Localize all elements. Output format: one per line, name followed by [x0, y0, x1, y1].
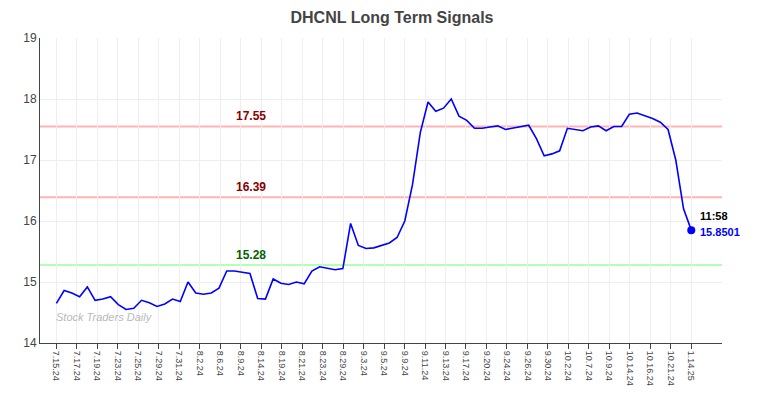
svg-text:17.55: 17.55 [236, 109, 266, 123]
svg-text:9.20.24: 9.20.24 [482, 351, 492, 381]
svg-text:8.29.24: 8.29.24 [338, 351, 348, 381]
svg-text:9.17.24: 9.17.24 [461, 351, 471, 381]
svg-text:7.29.24: 7.29.24 [154, 351, 164, 381]
svg-text:7.23.24: 7.23.24 [113, 351, 123, 381]
svg-text:9.3.24: 9.3.24 [359, 351, 369, 376]
svg-text:15.28: 15.28 [236, 248, 266, 262]
svg-text:10.16.24: 10.16.24 [645, 351, 655, 386]
svg-text:8.14.24: 8.14.24 [256, 351, 266, 381]
svg-text:8.21.24: 8.21.24 [297, 351, 307, 381]
svg-text:9.11.24: 9.11.24 [420, 351, 430, 380]
svg-text:9.24.24: 9.24.24 [502, 351, 512, 381]
svg-text:DHCNL Long Term Signals: DHCNL Long Term Signals [291, 9, 494, 26]
svg-text:10.7.24: 10.7.24 [584, 351, 594, 381]
svg-text:9.26.24: 9.26.24 [523, 351, 533, 381]
svg-text:16.39: 16.39 [236, 180, 266, 194]
svg-text:7.19.24: 7.19.24 [92, 351, 102, 381]
svg-text:7.25.24: 7.25.24 [133, 351, 143, 381]
svg-text:19: 19 [23, 31, 37, 45]
svg-text:10.14.24: 10.14.24 [625, 351, 635, 386]
svg-text:9.5.24: 9.5.24 [379, 351, 389, 376]
svg-text:7.31.24: 7.31.24 [174, 351, 184, 381]
svg-text:10.21.24: 10.21.24 [666, 351, 676, 386]
svg-text:7.15.24: 7.15.24 [51, 351, 61, 381]
svg-text:18: 18 [23, 92, 37, 106]
svg-text:Stock Traders Daily: Stock Traders Daily [56, 311, 153, 323]
svg-text:14: 14 [23, 336, 37, 350]
svg-text:8.2.24: 8.2.24 [195, 351, 205, 376]
svg-text:8.23.24: 8.23.24 [318, 351, 328, 381]
svg-text:15: 15 [23, 275, 37, 289]
svg-text:9.30.24: 9.30.24 [543, 351, 553, 381]
svg-text:1.14.25: 1.14.25 [686, 351, 696, 381]
svg-text:9.9.24: 9.9.24 [400, 351, 410, 376]
svg-text:8.19.24: 8.19.24 [277, 351, 287, 381]
svg-text:9.13.24: 9.13.24 [441, 351, 451, 381]
svg-text:11:58: 11:58 [700, 210, 728, 222]
svg-text:8.9.24: 8.9.24 [236, 351, 246, 376]
svg-text:15.8501: 15.8501 [700, 226, 740, 238]
svg-text:16: 16 [23, 214, 37, 228]
svg-text:10.9.24: 10.9.24 [604, 351, 614, 381]
svg-text:17: 17 [23, 153, 37, 167]
svg-text:10.2.24: 10.2.24 [563, 351, 573, 381]
svg-text:7.17.24: 7.17.24 [72, 351, 82, 381]
svg-text:8.6.24: 8.6.24 [215, 351, 225, 376]
